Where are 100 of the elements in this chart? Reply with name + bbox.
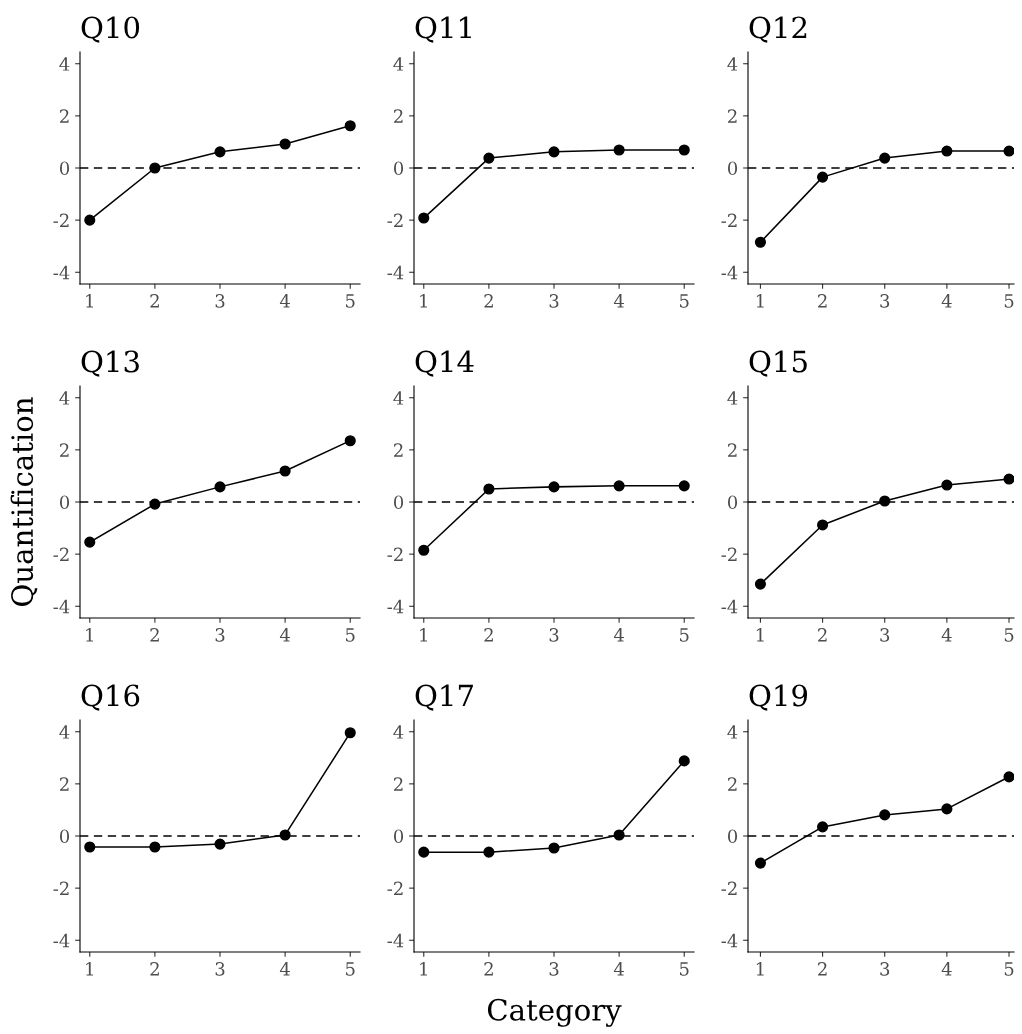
x-tick-label: 1 xyxy=(756,962,764,976)
x-tick-label: 1 xyxy=(420,294,427,308)
x-tick-label: 3 xyxy=(880,294,890,308)
y-tick-label: 0 xyxy=(59,829,70,844)
y-tick-label: -4 xyxy=(387,599,404,614)
y-tick-label: -4 xyxy=(53,265,70,280)
y-tick-label: -2 xyxy=(721,213,737,227)
point xyxy=(84,841,96,853)
point xyxy=(754,236,766,248)
point xyxy=(149,498,161,510)
x-tick-label: 2 xyxy=(818,294,827,308)
x-tick-label: 2 xyxy=(484,628,493,642)
y-tick-label: 0 xyxy=(59,495,70,510)
x-tick-label: 5 xyxy=(680,962,689,976)
point xyxy=(879,152,891,164)
x-tick-label: 3 xyxy=(549,628,559,642)
x-tick-label: 5 xyxy=(346,962,355,976)
point xyxy=(941,803,953,815)
y-tick-label: 4 xyxy=(393,57,404,71)
y-tick-label: 4 xyxy=(727,57,738,71)
y-tick-label: 2 xyxy=(394,443,403,457)
point xyxy=(1003,145,1014,157)
x-tick-label: 2 xyxy=(484,962,493,976)
point xyxy=(678,480,690,492)
y-tick-label: 0 xyxy=(727,829,738,844)
y-tick-label: -2 xyxy=(721,881,737,895)
x-tick-label: 1 xyxy=(756,628,764,642)
point xyxy=(754,857,766,869)
point xyxy=(214,481,226,493)
point xyxy=(1003,473,1014,485)
point xyxy=(678,144,690,156)
point xyxy=(483,152,495,164)
point xyxy=(941,479,953,491)
x-tick-label: 4 xyxy=(279,294,290,308)
point xyxy=(548,481,560,493)
chart-title: Q10 xyxy=(81,16,140,43)
chart-title: Q16 xyxy=(81,684,140,711)
chart-title: Q17 xyxy=(415,684,473,711)
point xyxy=(879,809,891,821)
point xyxy=(84,214,96,226)
x-tick-label: 2 xyxy=(484,294,493,308)
y-tick-label: 4 xyxy=(59,391,70,405)
y-tick-label: 0 xyxy=(393,161,404,176)
x-tick-label: 2 xyxy=(150,294,159,308)
x-tick-label: 3 xyxy=(549,294,559,308)
point xyxy=(279,465,291,477)
y-tick-label: 2 xyxy=(394,777,403,791)
x-tick-label: 5 xyxy=(1004,962,1014,976)
point xyxy=(817,821,829,833)
y-tick-label: -2 xyxy=(387,547,403,561)
x-tick-label: 1 xyxy=(86,628,93,642)
y-tick-label: 0 xyxy=(59,161,70,176)
y-tick-label: 2 xyxy=(728,443,737,457)
point xyxy=(418,212,430,224)
point xyxy=(214,146,226,158)
x-tick-label: 3 xyxy=(880,628,890,642)
y-tick-label: -4 xyxy=(721,265,738,280)
y-tick-label: -4 xyxy=(53,933,70,948)
x-tick-label: 5 xyxy=(1004,628,1014,642)
point xyxy=(817,171,829,183)
y-tick-label: -4 xyxy=(721,599,738,614)
x-tick-label: 3 xyxy=(549,962,559,976)
y-tick-label: 2 xyxy=(60,777,69,791)
point xyxy=(483,846,495,858)
point xyxy=(548,146,560,158)
y-tick-label: 0 xyxy=(393,495,404,510)
x-tick-label: 5 xyxy=(346,628,355,642)
x-tick-label: 1 xyxy=(86,294,93,308)
y-tick-label: -2 xyxy=(53,881,69,895)
x-tick-label: 1 xyxy=(420,628,427,642)
point xyxy=(418,544,430,556)
y-tick-label: 0 xyxy=(727,495,738,510)
y-tick-label: -2 xyxy=(53,213,69,227)
y-tick-label: 2 xyxy=(728,777,737,791)
point xyxy=(483,483,495,495)
y-tick-label: 4 xyxy=(393,391,404,405)
point xyxy=(754,578,766,590)
y-tick-label: -4 xyxy=(387,265,404,280)
x-tick-label: 3 xyxy=(215,962,225,976)
y-tick-label: -4 xyxy=(53,599,70,614)
x-tick-label: 1 xyxy=(756,294,764,308)
y-tick-label: 4 xyxy=(59,57,70,71)
chart-title: Q15 xyxy=(749,350,807,377)
x-tick-label: 4 xyxy=(941,294,952,308)
point xyxy=(941,145,953,157)
x-tick-label: 5 xyxy=(1004,294,1014,308)
x-tick-label: 4 xyxy=(613,962,624,976)
y-tick-label: 4 xyxy=(393,725,404,739)
point xyxy=(613,829,625,841)
point xyxy=(344,435,356,447)
chart-title: Q13 xyxy=(81,350,139,377)
x-axis-title: Category xyxy=(487,998,622,1027)
point xyxy=(1003,771,1014,783)
point xyxy=(149,841,161,853)
y-tick-label: 2 xyxy=(394,109,403,123)
y-tick-label: 2 xyxy=(728,109,737,123)
x-tick-label: 1 xyxy=(420,962,427,976)
chart-title: Q11 xyxy=(415,16,471,43)
x-tick-label: 5 xyxy=(346,294,355,308)
y-tick-label: 0 xyxy=(393,829,404,844)
